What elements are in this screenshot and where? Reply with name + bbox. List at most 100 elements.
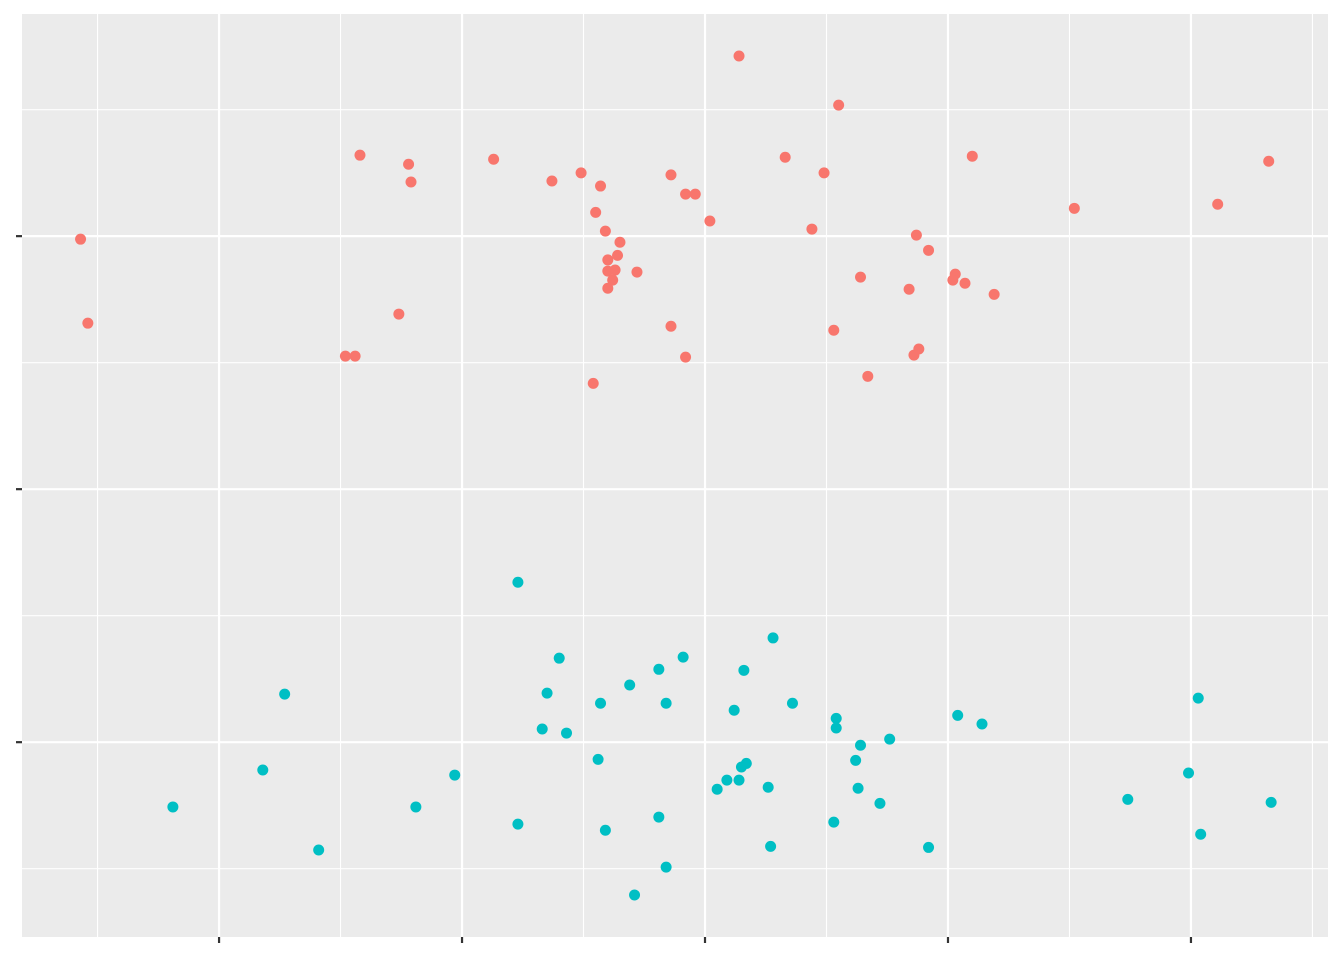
- data-point: [665, 320, 677, 332]
- data-point: [660, 861, 672, 873]
- data-point: [1192, 692, 1204, 704]
- data-point: [410, 801, 422, 813]
- data-point: [828, 816, 840, 828]
- data-point: [602, 282, 614, 294]
- data-point: [313, 844, 325, 856]
- data-point: [488, 153, 500, 165]
- data-point: [624, 679, 636, 691]
- data-point: [536, 723, 548, 735]
- data-point: [818, 167, 830, 179]
- data-point: [908, 349, 920, 361]
- data-point: [1265, 796, 1277, 808]
- data-point: [966, 150, 978, 162]
- data-point: [403, 158, 415, 170]
- data-point: [903, 283, 915, 295]
- data-point: [592, 753, 604, 765]
- data-point: [449, 769, 461, 781]
- data-point: [855, 739, 867, 751]
- data-point: [959, 277, 971, 289]
- data-point: [512, 576, 524, 588]
- axis-ticks: [16, 235, 1193, 943]
- data-point: [614, 236, 626, 248]
- data-point: [561, 727, 573, 739]
- data-point: [923, 841, 935, 853]
- data-point: [607, 274, 619, 286]
- data-point: [354, 149, 366, 161]
- data-point: [631, 266, 643, 278]
- data-point: [349, 350, 361, 362]
- data-point: [910, 229, 922, 241]
- data-point: [339, 350, 351, 362]
- data-point: [629, 889, 641, 901]
- data-point: [602, 254, 614, 266]
- data-point: [1122, 793, 1134, 805]
- data-point: [830, 712, 842, 724]
- data-point: [660, 697, 672, 709]
- data-point: [393, 308, 405, 320]
- data-point: [553, 652, 565, 664]
- data-point: [575, 167, 587, 179]
- data-point: [833, 99, 845, 111]
- data-point: [976, 718, 988, 730]
- data-point: [595, 697, 607, 709]
- data-point: [587, 377, 599, 389]
- data-point: [733, 50, 745, 62]
- series-2: [167, 576, 1277, 901]
- data-point: [1263, 155, 1275, 167]
- data-point: [279, 688, 291, 700]
- grid: [22, 14, 1328, 937]
- data-point: [947, 274, 959, 286]
- data-point: [874, 797, 886, 809]
- data-point: [257, 764, 269, 776]
- data-point: [512, 818, 524, 830]
- data-point: [855, 271, 867, 283]
- data-point: [728, 704, 740, 716]
- data-point: [680, 351, 692, 363]
- data-point: [653, 811, 665, 823]
- points: [75, 50, 1277, 901]
- data-point: [828, 324, 840, 336]
- data-point: [595, 180, 607, 192]
- data-point: [546, 175, 558, 187]
- data-point: [541, 687, 553, 699]
- data-point: [862, 370, 874, 382]
- data-point: [830, 722, 842, 734]
- data-point: [612, 249, 624, 261]
- data-point: [599, 824, 611, 836]
- data-point: [590, 206, 602, 218]
- data-point: [952, 709, 964, 721]
- data-point: [1212, 198, 1224, 210]
- data-point: [704, 215, 716, 227]
- data-point: [82, 317, 94, 329]
- data-point: [653, 663, 665, 675]
- data-point: [665, 169, 677, 181]
- data-point: [1068, 202, 1080, 214]
- data-point: [1183, 767, 1195, 779]
- data-point: [167, 801, 179, 813]
- data-point: [806, 223, 818, 235]
- data-point: [680, 188, 692, 200]
- data-point: [738, 664, 750, 676]
- data-point: [689, 188, 701, 200]
- data-point: [711, 783, 723, 795]
- data-point: [786, 697, 798, 709]
- data-point: [852, 782, 864, 794]
- data-point: [779, 151, 791, 163]
- data-point: [405, 176, 417, 188]
- data-point: [677, 651, 689, 663]
- data-point: [988, 288, 1000, 300]
- plot-panel: [22, 14, 1328, 937]
- data-point: [735, 761, 747, 773]
- data-point: [609, 264, 621, 276]
- data-point: [850, 754, 862, 766]
- data-point: [733, 774, 745, 786]
- data-point: [767, 632, 779, 644]
- series-1: [75, 50, 1275, 389]
- data-point: [1195, 828, 1207, 840]
- data-point: [599, 225, 611, 237]
- data-point: [765, 840, 777, 852]
- data-point: [762, 781, 774, 793]
- data-point: [923, 244, 935, 256]
- data-point: [884, 733, 896, 745]
